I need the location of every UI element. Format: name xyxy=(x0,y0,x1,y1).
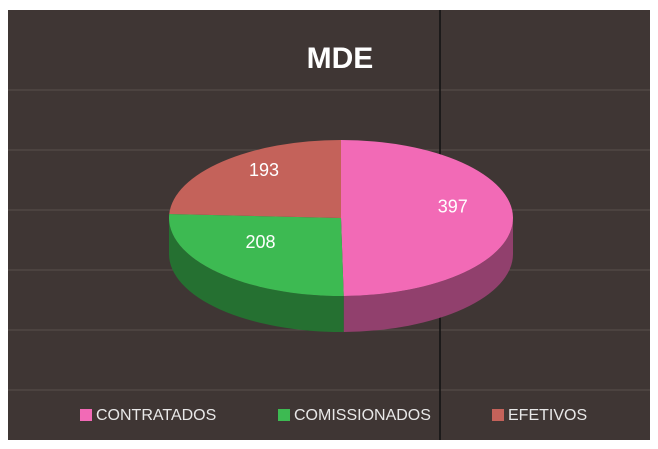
pie-side xyxy=(343,218,513,332)
legend: CONTRATADOS COMISSIONADOS EFETIVOS xyxy=(80,407,587,424)
legend-label: EFETIVOS xyxy=(508,407,587,424)
legend-swatch xyxy=(80,409,92,421)
legend-swatch xyxy=(492,409,504,421)
legend-swatch xyxy=(278,409,290,421)
legend-label: COMISSIONADOS xyxy=(294,407,431,424)
data-label: 397 xyxy=(438,196,468,216)
pie: 397 208 193 xyxy=(169,140,514,332)
data-label: 208 xyxy=(246,232,276,252)
pie-side xyxy=(169,218,344,332)
data-label: 193 xyxy=(249,160,279,180)
legend-label: CONTRATADOS xyxy=(96,407,216,424)
pie-slice xyxy=(341,140,514,296)
pie-slice xyxy=(169,140,341,218)
chart-title: MDE xyxy=(307,42,374,75)
pie-slice xyxy=(169,214,344,296)
